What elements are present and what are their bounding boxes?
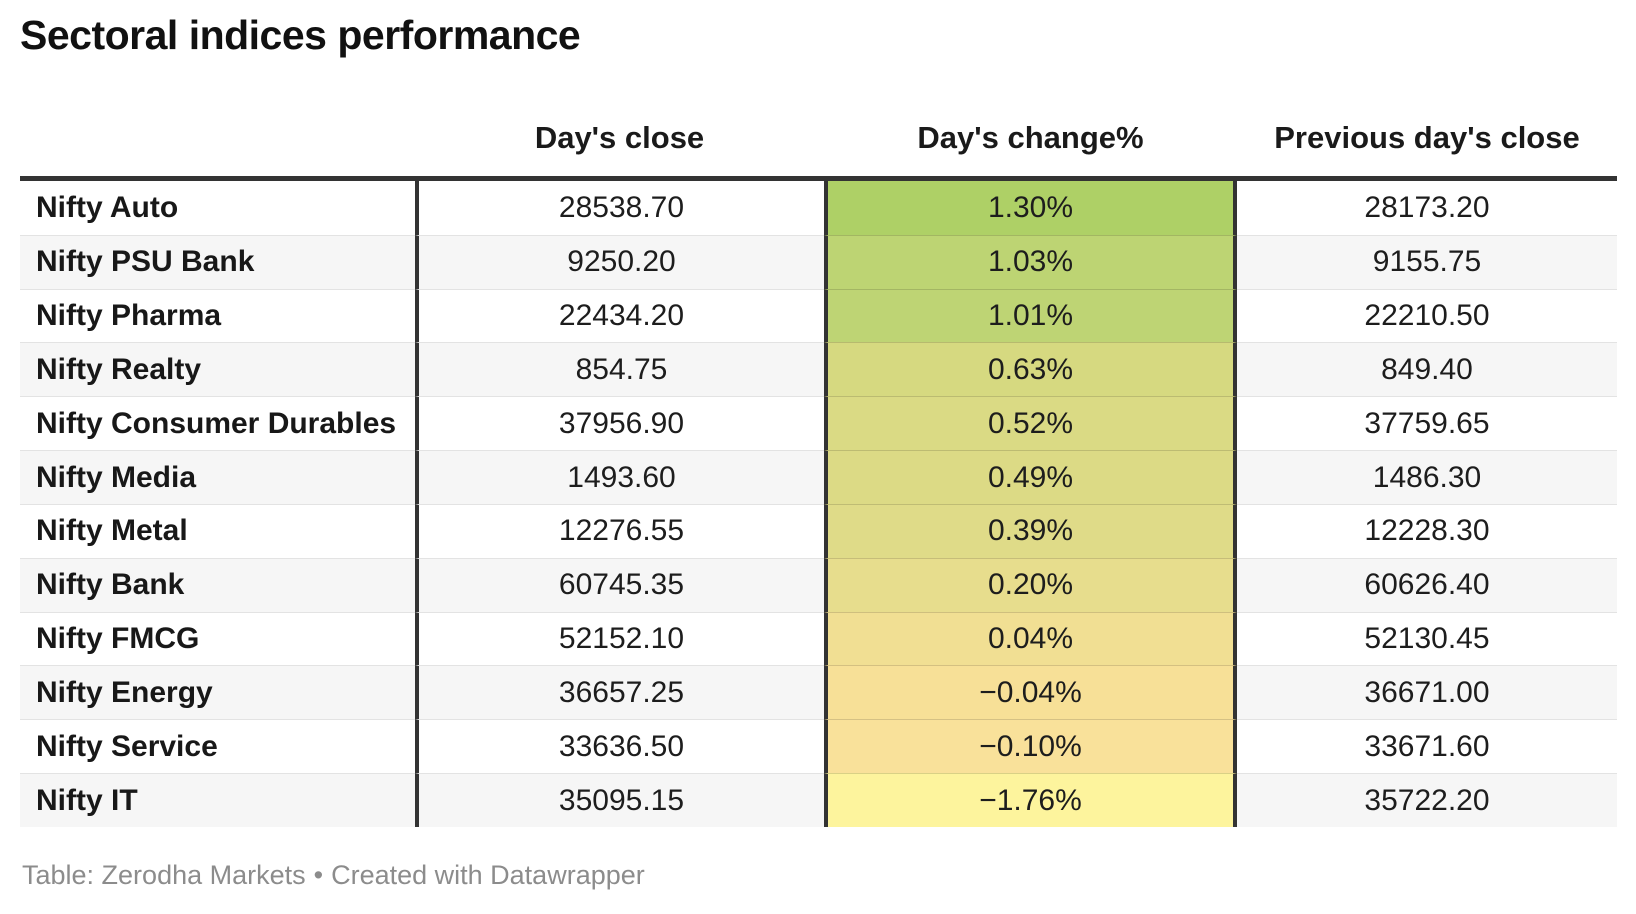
table-row: Nifty Energy 36657.25 −0.04% 36671.00: [20, 665, 1617, 720]
table-row: Nifty Pharma 22434.20 1.01% 22210.50: [20, 288, 1617, 343]
days-change-value: −0.04%: [824, 665, 1237, 720]
days-change-value: 0.04%: [824, 611, 1237, 666]
column-header-days-close: Day's close: [534, 120, 705, 155]
days-change-value: 1.03%: [824, 234, 1237, 289]
days-close-value: 9250.20: [415, 234, 824, 289]
table-row: Nifty Metal 12276.55 0.39% 12228.30: [20, 503, 1617, 558]
column-header-days-change: Day's change%: [917, 120, 1144, 155]
days-close-value: 22434.20: [415, 288, 824, 343]
index-name: Nifty IT: [20, 773, 415, 827]
previous-close-value: 36671.00: [1237, 665, 1617, 720]
index-name: Nifty Consumer Durables: [20, 396, 415, 451]
days-change-value: 0.49%: [824, 450, 1237, 504]
table-row: Nifty Service 33636.50 −0.10% 33671.60: [20, 719, 1617, 774]
previous-close-value: 37759.65: [1237, 396, 1617, 451]
index-name: Nifty Media: [20, 450, 415, 504]
previous-close-value: 28173.20: [1237, 181, 1617, 235]
index-name: Nifty FMCG: [20, 611, 415, 666]
previous-close-value: 849.40: [1237, 342, 1617, 397]
days-change-value: 0.20%: [824, 557, 1237, 612]
table-row: Nifty Auto 28538.70 1.30% 28173.20: [20, 181, 1617, 235]
previous-close-value: 1486.30: [1237, 450, 1617, 504]
index-name: Nifty Auto: [20, 181, 415, 235]
days-close-value: 854.75: [415, 342, 824, 397]
days-close-value: 36657.25: [415, 665, 824, 720]
days-change-value: −1.76%: [824, 773, 1237, 827]
days-change-value: 0.39%: [824, 503, 1237, 558]
days-close-value: 60745.35: [415, 557, 824, 612]
index-name: Nifty PSU Bank: [20, 234, 415, 289]
days-change-value: 0.52%: [824, 396, 1237, 451]
footer-separator: •: [313, 860, 324, 890]
previous-close-value: 52130.45: [1237, 611, 1617, 666]
index-name: Nifty Pharma: [20, 288, 415, 343]
days-close-value: 52152.10: [415, 611, 824, 666]
days-change-value: −0.10%: [824, 719, 1237, 774]
table-footer: Table: Zerodha Markets • Created with Data…: [22, 860, 645, 891]
index-name: Nifty Service: [20, 719, 415, 774]
days-close-value: 1493.60: [415, 450, 824, 504]
datawrapper-credit-link[interactable]: Created with Datawrapper: [331, 860, 645, 890]
page-title: Sectoral indices performance: [20, 12, 581, 58]
previous-close-value: 35722.20: [1237, 773, 1617, 827]
table-header-row: Day's close Day's change% Previous day's…: [20, 110, 1617, 166]
table-row: Nifty IT 35095.15 −1.76% 35722.20: [20, 773, 1617, 827]
previous-close-value: 60626.40: [1237, 557, 1617, 612]
previous-close-value: 33671.60: [1237, 719, 1617, 774]
days-close-value: 33636.50: [415, 719, 824, 774]
index-name: Nifty Energy: [20, 665, 415, 720]
table-row: Nifty PSU Bank 9250.20 1.03% 9155.75: [20, 234, 1617, 289]
source-label: Table: Zerodha Markets: [22, 860, 306, 890]
days-close-value: 28538.70: [415, 181, 824, 235]
days-change-value: 1.30%: [824, 181, 1237, 235]
table-row: Nifty Consumer Durables 37956.90 0.52% 3…: [20, 396, 1617, 451]
days-close-value: 37956.90: [415, 396, 824, 451]
header-divider: [20, 176, 1617, 181]
days-close-value: 12276.55: [415, 503, 824, 558]
previous-close-value: 9155.75: [1237, 234, 1617, 289]
days-change-value: 0.63%: [824, 342, 1237, 397]
previous-close-value: 22210.50: [1237, 288, 1617, 343]
previous-close-value: 12228.30: [1237, 503, 1617, 558]
table-body: Nifty Auto 28538.70 1.30% 28173.20 Nifty…: [20, 181, 1617, 827]
index-name: Nifty Realty: [20, 342, 415, 397]
index-name: Nifty Bank: [20, 557, 415, 612]
table-row: Nifty Bank 60745.35 0.20% 60626.40: [20, 557, 1617, 612]
table-row: Nifty Media 1493.60 0.49% 1486.30: [20, 450, 1617, 504]
table-row: Nifty Realty 854.75 0.63% 849.40: [20, 342, 1617, 397]
column-header-previous-close: Previous day's close: [1274, 120, 1580, 155]
index-name: Nifty Metal: [20, 503, 415, 558]
days-change-value: 1.01%: [824, 288, 1237, 343]
table-row: Nifty FMCG 52152.10 0.04% 52130.45: [20, 611, 1617, 666]
days-close-value: 35095.15: [415, 773, 824, 827]
